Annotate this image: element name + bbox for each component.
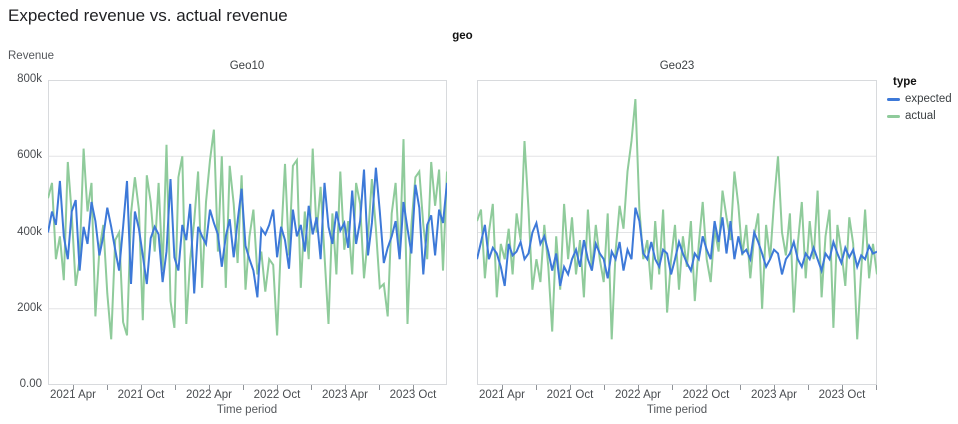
legend-title: type — [893, 76, 917, 88]
facet-title-geo23: Geo23 — [659, 60, 695, 72]
legend-label-expected: expected — [905, 93, 952, 105]
y-axis-title: Revenue — [8, 50, 55, 62]
legend-item-expected[interactable]: expected — [887, 93, 952, 105]
x-axis-title-geo10: Time period — [216, 404, 278, 416]
x-axis-title-geo23: Time period — [646, 404, 708, 416]
x-tick-label: 2021 Oct — [546, 389, 594, 401]
x-tick-label: 2023 Apr — [321, 389, 369, 401]
facet-field-label: geo — [452, 30, 473, 42]
x-tick-label: 2022 Oct — [253, 389, 301, 401]
y-tick-label: 600k — [17, 149, 42, 162]
x-tick-label: 2023 Oct — [818, 389, 866, 401]
legend-label-actual: actual — [905, 110, 936, 122]
y-tick-label: 800k — [17, 73, 42, 85]
y-tick-label: 400k — [17, 225, 42, 238]
y-tick-label: 0.00 — [19, 378, 42, 390]
x-tick-label: 2022 Apr — [614, 389, 662, 401]
x-tick-label: 2021 Oct — [117, 389, 165, 401]
legend-item-actual[interactable]: actual — [887, 110, 952, 122]
x-tick-label: 2023 Apr — [750, 389, 798, 401]
y-tick-label: 200k — [17, 301, 42, 314]
x-tick-label: 2022 Oct — [682, 389, 730, 401]
x-tick-label: 2022 Apr — [185, 389, 233, 401]
actual-line-swatch-icon — [887, 114, 900, 118]
line-chart-geo10[interactable] — [48, 80, 447, 391]
line-chart-geo23[interactable] — [477, 80, 877, 391]
page-title: Expected revenue vs. actual revenue — [8, 6, 288, 25]
x-tick-label: 2023 Oct — [389, 389, 437, 401]
x-tick-label: 2021 Apr — [478, 389, 526, 401]
x-tick-label: 2021 Apr — [49, 389, 97, 401]
legend: type expected actual — [887, 76, 952, 127]
facet-title-geo10: Geo10 — [229, 60, 265, 72]
expected-line-swatch-icon — [887, 97, 900, 101]
